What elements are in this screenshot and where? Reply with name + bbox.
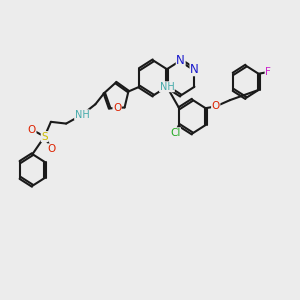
Text: S: S <box>41 132 48 142</box>
Text: NH: NH <box>160 82 174 92</box>
Text: O: O <box>212 101 220 111</box>
Text: O: O <box>47 144 56 154</box>
Text: O: O <box>28 124 36 135</box>
Text: N: N <box>176 54 185 67</box>
Text: N: N <box>190 63 199 76</box>
Text: Cl: Cl <box>170 128 181 138</box>
Text: O: O <box>113 103 121 113</box>
Text: F: F <box>265 67 271 77</box>
Text: NH: NH <box>75 110 89 120</box>
